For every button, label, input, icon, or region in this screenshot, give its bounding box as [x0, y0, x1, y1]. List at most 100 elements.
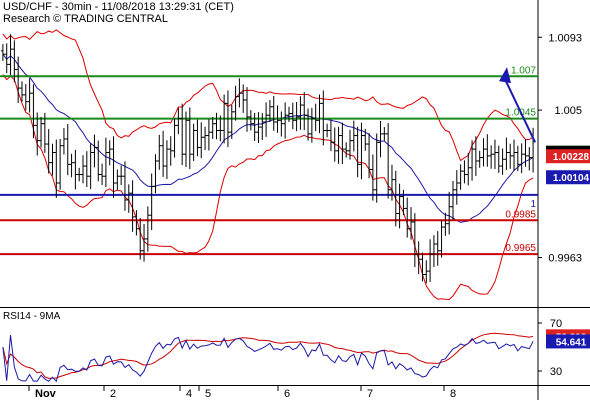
price-bar	[210, 116, 215, 139]
price-bar	[439, 220, 444, 258]
price-bar	[111, 136, 116, 198]
price-bar	[191, 123, 196, 161]
price-bar	[23, 84, 28, 111]
price-bar	[378, 120, 383, 158]
price-bar	[298, 96, 303, 130]
price-bar	[237, 78, 242, 108]
price-bar	[283, 102, 288, 139]
chart-source: Research © TRADING CENTRAL	[3, 13, 168, 25]
price-bar	[199, 122, 204, 159]
price-bar	[458, 164, 463, 190]
price-bar	[508, 143, 513, 169]
price-bar	[275, 105, 280, 133]
price-bar	[279, 111, 284, 137]
price-bar	[309, 107, 314, 143]
price-bar	[359, 122, 364, 180]
price-bar	[58, 138, 63, 190]
price-bar	[61, 128, 66, 155]
price-bar	[153, 154, 158, 194]
price-bar	[527, 147, 532, 171]
price-bar	[16, 56, 21, 104]
price-bar	[363, 128, 368, 151]
price-bar	[134, 210, 139, 236]
price-bar	[431, 235, 436, 268]
price-bar	[176, 107, 181, 135]
price-bar	[370, 154, 375, 201]
price-bar	[420, 252, 425, 282]
price-bar	[206, 119, 211, 151]
price-bar	[496, 145, 501, 173]
price-bar	[138, 217, 143, 260]
price-bar	[88, 143, 93, 190]
price-bar	[477, 150, 482, 168]
price-bar	[31, 84, 36, 139]
price-bar	[39, 116, 44, 148]
bollinger-upper-band	[2, 29, 534, 162]
price-badge-red	[546, 149, 590, 164]
price-bar	[4, 43, 9, 74]
price-bar	[286, 106, 291, 122]
price-bar	[294, 102, 299, 132]
price-bar	[367, 133, 372, 179]
price-bar	[218, 115, 223, 142]
price-bar	[492, 139, 497, 170]
price-bar	[0, 44, 5, 61]
rsi-badge-label: 54.641	[556, 337, 587, 348]
price-bar	[225, 90, 230, 148]
price-bar	[115, 169, 120, 190]
price-y-tick-label: 1.0093	[548, 32, 582, 44]
price-bar	[107, 140, 112, 166]
price-bar	[336, 126, 341, 164]
price-bar	[8, 34, 13, 76]
price-bar	[443, 212, 448, 236]
price-bar	[401, 189, 406, 216]
price-bar	[81, 155, 86, 184]
x-tick-label: 2	[110, 388, 116, 400]
price-bar	[96, 140, 101, 182]
price-bar	[214, 112, 219, 140]
price-bar	[374, 133, 379, 203]
price-bar	[328, 119, 333, 152]
price-y-tick-label: 0.9963	[548, 253, 582, 265]
price-bar	[519, 143, 524, 174]
rsi-line	[2, 335, 534, 383]
price-bar	[523, 139, 528, 167]
x-tick-label: 8	[450, 388, 456, 400]
price-bar	[351, 120, 356, 152]
price-bar	[252, 112, 257, 141]
price-bar	[454, 170, 459, 205]
price-bar	[145, 206, 150, 252]
price-bar	[73, 149, 78, 190]
chart-title: USD/CHF - 30min - 11/08/2018 13:29:31 (C…	[3, 1, 234, 13]
price-bar	[412, 213, 417, 268]
price-bar	[168, 136, 173, 166]
price-bar	[355, 126, 360, 178]
price-bar	[348, 129, 353, 160]
price-bar	[172, 118, 177, 158]
price-bar	[119, 165, 124, 186]
price-bar	[103, 137, 108, 188]
price-bar	[54, 139, 59, 198]
price-bar	[100, 163, 105, 186]
price-bar	[233, 85, 238, 121]
price-bar	[35, 112, 40, 156]
price-bar	[450, 180, 455, 220]
x-tick-label: 4	[186, 388, 192, 400]
price-bar	[267, 99, 272, 122]
price-bar	[256, 112, 261, 144]
price-bar	[466, 152, 471, 186]
price-bar	[504, 137, 509, 171]
level-label: 0.9965	[505, 243, 536, 254]
price-bar	[317, 94, 322, 134]
price-bar	[157, 134, 162, 170]
price-bar	[19, 81, 24, 102]
price-bar	[183, 111, 188, 168]
price-bar	[397, 183, 402, 229]
price-bar	[149, 173, 154, 231]
price-bar	[12, 40, 17, 83]
price-bar	[340, 122, 345, 165]
price-bar	[512, 139, 517, 171]
price-bar	[382, 127, 387, 141]
price-bar	[65, 124, 70, 176]
price-bar	[500, 148, 505, 175]
